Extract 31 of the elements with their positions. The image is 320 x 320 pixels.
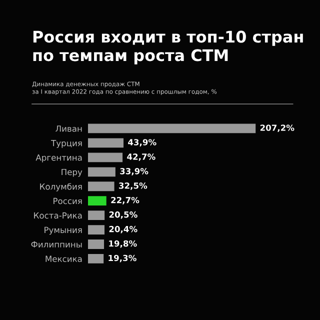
bar (88, 167, 116, 177)
data-label: 19,3% (108, 254, 136, 262)
bar (88, 254, 104, 264)
bar (88, 124, 256, 134)
data-label: 32,5% (119, 182, 148, 190)
bar (88, 152, 123, 162)
y-tick-label: Колумбия (40, 183, 82, 192)
data-label: 19,8% (109, 240, 137, 248)
chart-title: Россия входит в топ-10 стран по темпам роста СТМ (33, 30, 303, 64)
y-tick-label: Филиппины (31, 241, 82, 248)
y-tick-label: Аргентина (36, 154, 82, 162)
data-label: 42,7% (127, 154, 156, 161)
data-label: 20,4% (109, 226, 138, 234)
y-tick-label: Россия (54, 198, 82, 204)
bar (88, 138, 124, 148)
bar (88, 196, 106, 206)
y-tick-label: Коста-Рика (34, 212, 82, 219)
data-label: 22,7% (111, 196, 140, 204)
bar (88, 225, 105, 234)
y-tick-label: Мексика (46, 256, 82, 262)
bar (88, 182, 114, 192)
y-tick-label: Перу (62, 168, 82, 177)
bar (88, 240, 104, 249)
data-label: 43,9% (128, 139, 156, 146)
data-label: 207,2% (260, 124, 294, 132)
y-tick-label: Румыния (44, 226, 82, 235)
data-label: 33,9% (120, 168, 148, 176)
y-tick-label: Ливан (56, 126, 82, 132)
data-label: 20,5% (109, 211, 138, 219)
bar (88, 210, 105, 220)
y-tick-label: Турция (51, 140, 82, 148)
